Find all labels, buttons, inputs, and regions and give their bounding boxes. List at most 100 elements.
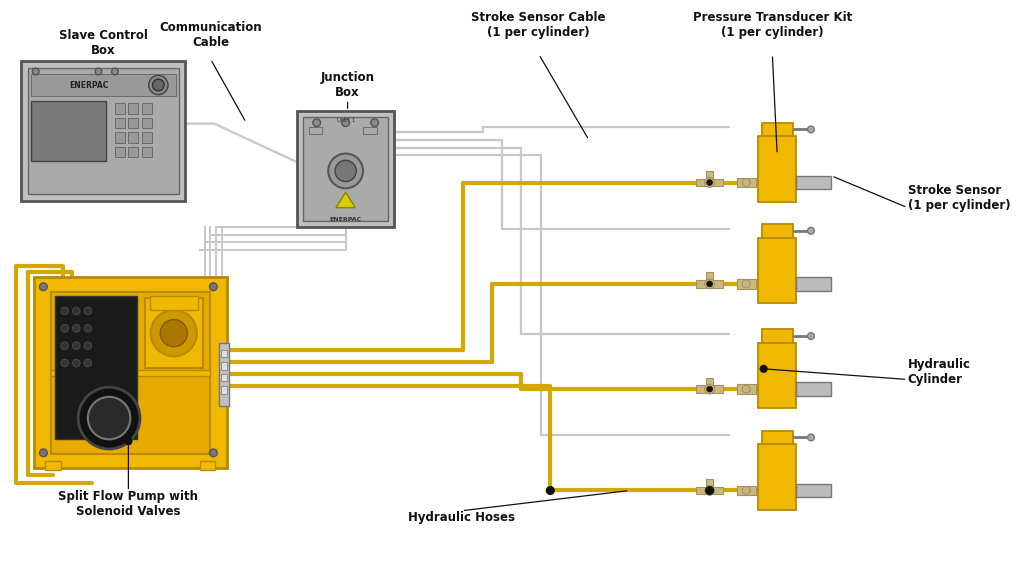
Circle shape <box>73 359 80 367</box>
Bar <box>221 362 227 370</box>
Circle shape <box>33 68 39 75</box>
Bar <box>303 117 388 221</box>
Text: ENERPAC: ENERPAC <box>330 217 361 222</box>
Circle shape <box>40 283 47 290</box>
Bar <box>797 382 831 396</box>
Circle shape <box>335 161 356 182</box>
Circle shape <box>808 434 814 441</box>
Circle shape <box>84 325 92 332</box>
Bar <box>736 486 756 495</box>
Circle shape <box>742 487 751 495</box>
Text: Pressure Transducer Kit
(1 per cylinder): Pressure Transducer Kit (1 per cylinder) <box>692 11 852 39</box>
Bar <box>736 178 756 188</box>
Bar <box>115 147 125 158</box>
Circle shape <box>742 179 751 186</box>
Bar <box>706 479 714 490</box>
Bar <box>144 298 203 368</box>
Bar <box>221 349 227 358</box>
Circle shape <box>706 487 714 495</box>
Bar <box>115 103 125 114</box>
Text: Hydraulic
Cylinder: Hydraulic Cylinder <box>907 358 971 386</box>
Bar <box>31 75 176 96</box>
Circle shape <box>153 79 164 91</box>
Circle shape <box>78 387 140 449</box>
Circle shape <box>329 153 362 188</box>
Bar <box>115 132 125 143</box>
Circle shape <box>808 333 814 339</box>
Circle shape <box>125 438 132 445</box>
Bar <box>31 101 106 161</box>
Circle shape <box>60 325 69 332</box>
Bar <box>309 126 323 134</box>
Bar <box>706 377 714 389</box>
Bar <box>142 118 152 128</box>
Text: Stroke Sensor
(1 per cylinder): Stroke Sensor (1 per cylinder) <box>907 184 1010 212</box>
Circle shape <box>60 359 69 367</box>
Bar <box>706 272 714 284</box>
Bar <box>150 296 198 310</box>
Bar <box>45 460 60 470</box>
Circle shape <box>707 179 713 185</box>
Bar <box>128 132 138 143</box>
Bar <box>797 484 831 497</box>
Bar <box>55 296 137 439</box>
Bar <box>758 343 797 409</box>
Bar <box>51 370 210 376</box>
Circle shape <box>148 75 168 95</box>
Bar <box>28 68 178 194</box>
Bar <box>34 277 227 468</box>
Text: Slave Control
Box: Slave Control Box <box>58 29 147 57</box>
Bar <box>762 224 793 242</box>
Bar <box>219 343 228 406</box>
Bar <box>51 292 210 454</box>
Circle shape <box>161 320 187 347</box>
Circle shape <box>95 68 101 75</box>
Bar <box>128 103 138 114</box>
Bar <box>128 118 138 128</box>
Bar <box>762 430 793 448</box>
Bar <box>221 374 227 382</box>
Circle shape <box>40 449 47 457</box>
Text: Hydraulic Hoses: Hydraulic Hoses <box>408 511 515 524</box>
Circle shape <box>151 310 197 356</box>
Circle shape <box>760 366 767 372</box>
Text: ENERPAC: ENERPAC <box>70 81 109 89</box>
Circle shape <box>705 178 715 188</box>
Circle shape <box>547 487 554 495</box>
Circle shape <box>707 487 713 493</box>
Polygon shape <box>336 192 355 208</box>
Bar <box>115 118 125 128</box>
Circle shape <box>705 279 715 289</box>
Bar <box>142 103 152 114</box>
Bar <box>362 126 377 134</box>
Circle shape <box>210 449 217 457</box>
Circle shape <box>60 307 69 315</box>
Bar <box>736 385 756 394</box>
Circle shape <box>705 385 715 394</box>
Bar <box>696 487 723 495</box>
Bar <box>706 171 714 182</box>
Circle shape <box>808 228 814 234</box>
Bar <box>128 147 138 158</box>
Circle shape <box>312 119 321 126</box>
Text: Split Flow Pump with
Solenoid Valves: Split Flow Pump with Solenoid Valves <box>58 490 199 517</box>
Bar <box>200 460 215 470</box>
Circle shape <box>84 307 92 315</box>
Circle shape <box>210 283 217 290</box>
Bar <box>758 444 797 510</box>
Circle shape <box>73 342 80 349</box>
Bar <box>696 179 723 186</box>
Circle shape <box>73 307 80 315</box>
Circle shape <box>707 386 713 392</box>
Circle shape <box>342 119 349 126</box>
Circle shape <box>808 126 814 133</box>
Bar <box>736 279 756 289</box>
Bar <box>142 147 152 158</box>
Circle shape <box>73 325 80 332</box>
Text: Junction
Box: Junction Box <box>321 72 375 99</box>
Text: UNIT 1: UNIT 1 <box>337 118 354 123</box>
Circle shape <box>84 342 92 349</box>
Bar <box>758 136 797 202</box>
Bar <box>696 385 723 393</box>
Circle shape <box>60 342 69 349</box>
